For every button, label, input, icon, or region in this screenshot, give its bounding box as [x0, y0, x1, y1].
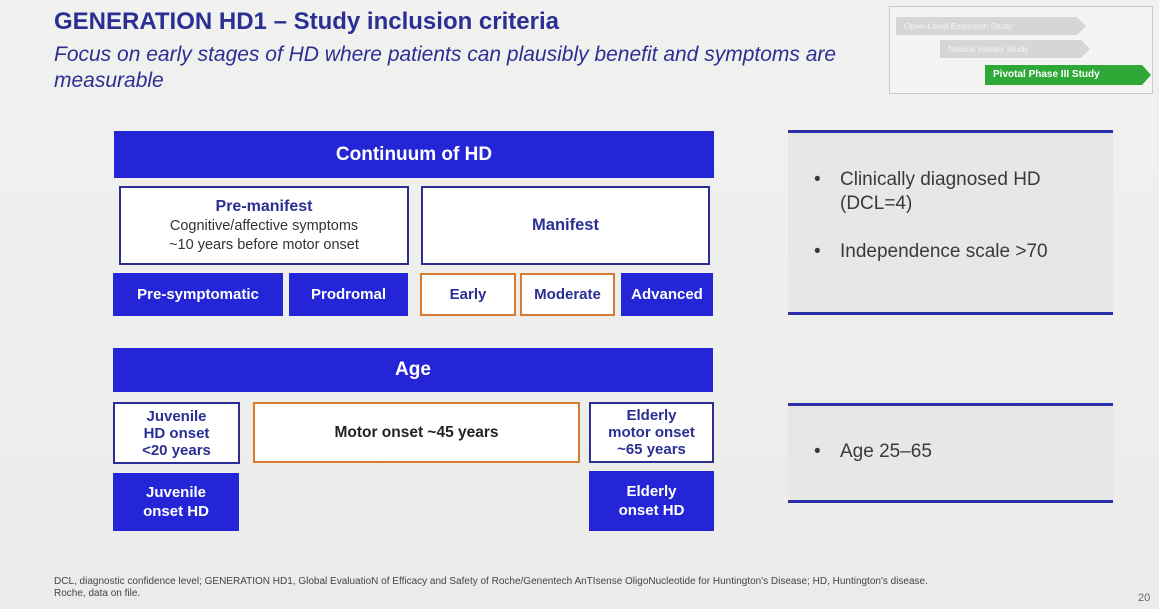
pre-manifest-box: Pre-manifest Cognitive/affective symptom…: [119, 186, 409, 265]
page-number: 20: [1138, 592, 1151, 604]
age-header: Age: [113, 348, 713, 392]
manifest-box: Manifest: [421, 186, 710, 265]
stage-pivotal-phase-iii: Pivotal Phase III Study: [985, 65, 1151, 85]
footnote-line1: DCL, diagnostic confidence level; GENERA…: [54, 576, 928, 587]
stage-early: Early: [420, 273, 516, 316]
stage-moderate: Moderate: [520, 273, 615, 316]
juvenile-line2: HD onset: [143, 424, 210, 442]
stage-natural-history: Natural History Study: [940, 40, 1090, 58]
panel-bottom-rule: [788, 500, 1113, 503]
juvenile-bottom-line2: onset HD: [143, 503, 209, 520]
motor-onset-box: Motor onset ~45 years: [253, 402, 580, 463]
stage-open-label-extension: Open-Label Extension Study: [896, 17, 1086, 35]
elderly-line3: ~65 years: [617, 441, 686, 458]
stage-pre-symptomatic: Pre-symptomatic: [113, 273, 283, 316]
elderly-line1: Elderly: [626, 407, 677, 424]
criterion-age: Age 25–65: [814, 440, 1084, 464]
elderly-bottom-line1: Elderly: [626, 483, 677, 500]
elderly-line2: motor onset: [608, 424, 695, 441]
juvenile-line3: <20 years: [142, 441, 211, 459]
elderly-onset-hd: Elderly onset HD: [589, 471, 714, 531]
elderly-onset-box: Elderly motor onset ~65 years: [589, 402, 714, 463]
page-title: GENERATION HD1 – Study inclusion criteri…: [54, 8, 559, 35]
juvenile-onset-box: Juvenile HD onset <20 years: [113, 402, 240, 464]
motor-onset-label: Motor onset ~45 years: [334, 423, 499, 441]
stage-advanced: Advanced: [621, 273, 713, 316]
juvenile-onset-hd: Juvenile onset HD: [113, 473, 239, 531]
elderly-bottom-line2: onset HD: [618, 502, 685, 519]
footnote: DCL, diagnostic confidence level; GENERA…: [54, 576, 1114, 600]
pre-manifest-line2: ~10 years before motor onset: [169, 236, 359, 253]
juvenile-line1: Juvenile: [146, 407, 207, 425]
continuum-of-hd-header: Continuum of HD: [114, 131, 714, 178]
juvenile-bottom-line1: Juvenile: [145, 484, 207, 501]
criteria-panel-clinical: Clinically diagnosed HD (DCL=4) Independ…: [788, 130, 1113, 315]
stage-prodromal: Prodromal: [289, 273, 408, 316]
criterion-diagnosed-hd: Clinically diagnosed HD (DCL=4): [814, 168, 1084, 216]
page-subtitle: Focus on early stages of HD where patien…: [54, 43, 837, 92]
criteria-panel-age: Age 25–65: [788, 403, 1113, 503]
panel-top-rule: [788, 403, 1113, 406]
criterion-independence-scale: Independence scale >70: [814, 240, 1084, 264]
footnote-line2: Roche, data on file.: [54, 588, 141, 599]
panel-top-rule: [788, 130, 1113, 133]
study-stage-legend: Open-Label Extension Study Natural Histo…: [889, 6, 1153, 94]
manifest-title: Manifest: [532, 216, 599, 234]
panel-bottom-rule: [788, 312, 1113, 315]
pre-manifest-title: Pre-manifest: [215, 197, 313, 215]
pre-manifest-line1: Cognitive/affective symptoms: [169, 217, 359, 234]
